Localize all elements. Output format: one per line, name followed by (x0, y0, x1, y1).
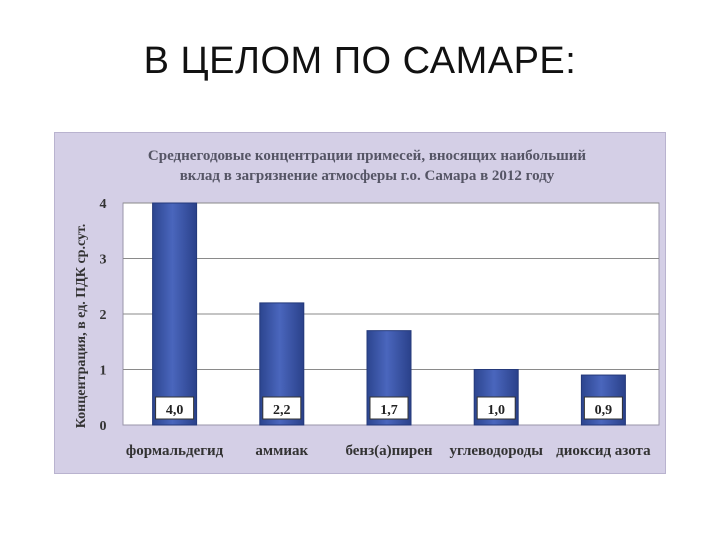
y-tick-label: 4 (100, 197, 107, 212)
bar-chart: Среднегодовые концентрации примесей, вно… (74, 148, 660, 459)
data-label-box-4 (583, 396, 623, 420)
data-label-box-0 (155, 396, 195, 420)
plot-area: 0 1 2 3 4 4,0 формальдегид 2,2 аммиак 1,7 бенз(а)п… (100, 197, 660, 459)
chart-panel: Среднегодовые концентрации примесей, вно… (54, 132, 666, 474)
y-tick-label: 3 (100, 253, 107, 268)
x-category-label-1: аммиак (255, 443, 308, 459)
bar-0 (152, 202, 198, 426)
data-label-box-3 (476, 396, 516, 420)
data-label-2: 1,7 (380, 403, 398, 418)
x-category-label-4: диоксид азота (556, 443, 651, 459)
data-label-box-2 (369, 396, 409, 420)
x-category-label-2: бенз(а)пирен (345, 443, 432, 459)
data-label-box-1 (262, 396, 302, 420)
x-category-label-0: формальдегид (126, 443, 224, 459)
y-axis-label: Концентрация, в ед. ПДК ср.сут. (74, 224, 89, 429)
slide-title: В ЦЕЛОМ ПО САМАРЕ: (143, 40, 577, 82)
y-tick-label: 0 (100, 419, 107, 434)
chart-title-line-2: вклад в загрязнение атмосферы г.о. Самар… (180, 168, 555, 184)
data-label-1: 2,2 (273, 403, 291, 418)
x-category-label-3: углеводороды (449, 443, 543, 459)
data-label-4: 0,9 (595, 403, 613, 418)
y-tick-label: 1 (100, 364, 107, 379)
chart-title-line-1: Среднегодовые концентрации примесей, вно… (148, 148, 587, 164)
data-label-0: 4,0 (166, 403, 184, 418)
y-tick-label: 2 (100, 308, 107, 323)
data-label-3: 1,0 (487, 403, 505, 418)
